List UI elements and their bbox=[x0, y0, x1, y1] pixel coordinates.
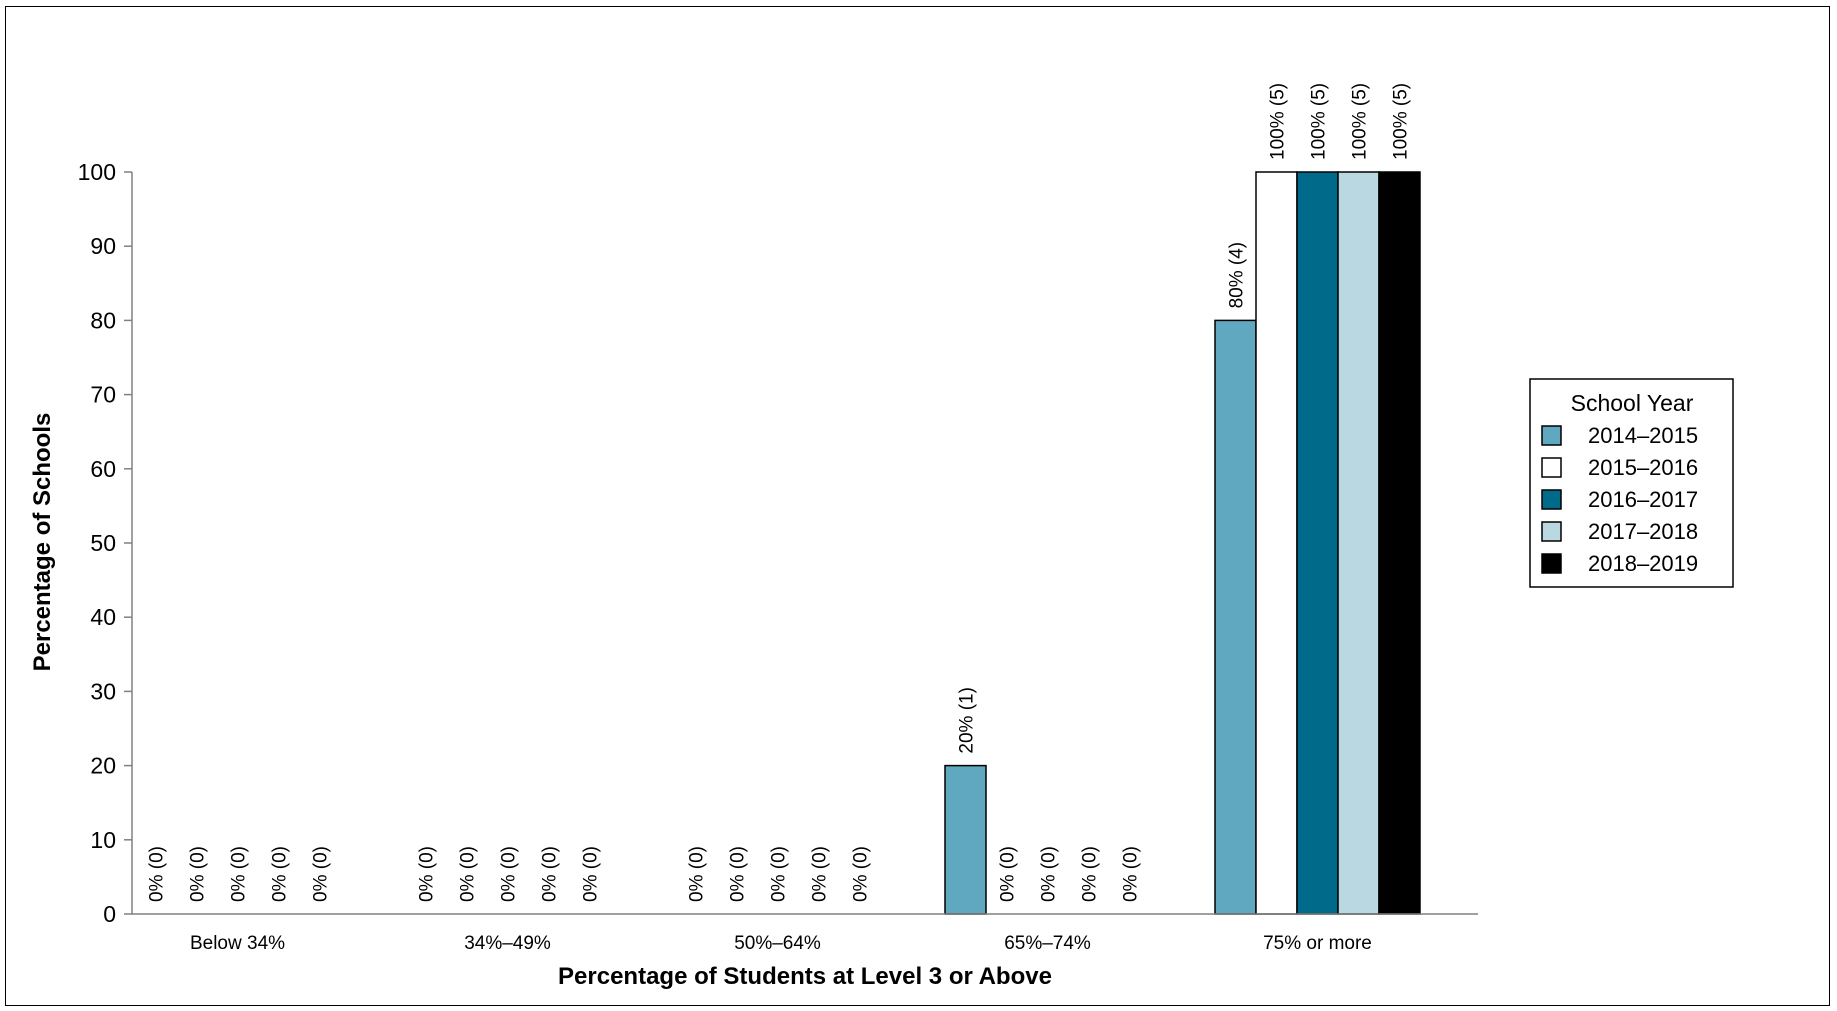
legend-items: 2014–2015 2015–2016 2016–2017 2017–2018 2018… bbox=[1541, 423, 1698, 576]
legend-swatch bbox=[1541, 425, 1562, 446]
x-tick-label: 50%–64% bbox=[734, 933, 821, 954]
data-label: 0% (0) bbox=[851, 846, 872, 902]
y-tick-label: 50 bbox=[90, 530, 116, 556]
data-label: 0% (0) bbox=[1121, 846, 1142, 902]
legend-swatch bbox=[1541, 489, 1562, 510]
data-label: 0% (0) bbox=[581, 846, 602, 902]
x-axis-title: Percentage of Students at Level 3 or Abo… bbox=[558, 963, 1052, 990]
data-label: 0% (0) bbox=[458, 846, 479, 902]
legend-box bbox=[1529, 378, 1734, 588]
data-label: 100% (5) bbox=[1268, 83, 1289, 160]
data-label: 0% (0) bbox=[417, 846, 438, 902]
x-axis: Below 34% 34%–49% 50%–64% 65%–74% 75% or mor… bbox=[190, 933, 1372, 954]
data-label: 0% (0) bbox=[998, 846, 1019, 902]
data-label: 0% (0) bbox=[270, 846, 291, 902]
data-labels: 0% (0) 0% (0) 0% (0) 0% (0) 0% (0) 0% (0) 0% (… bbox=[147, 83, 1412, 902]
bar bbox=[1214, 319, 1257, 915]
data-label: 100% (5) bbox=[1350, 83, 1371, 160]
axes bbox=[131, 172, 1478, 915]
bar bbox=[1296, 171, 1339, 915]
chart-frame bbox=[5, 6, 1830, 1006]
data-label: 0% (0) bbox=[499, 846, 520, 902]
y-tick-label: 10 bbox=[90, 827, 116, 853]
data-label: 0% (0) bbox=[147, 846, 168, 902]
x-tick-label: 65%–74% bbox=[1004, 933, 1091, 954]
y-tick-label: 90 bbox=[90, 233, 116, 259]
legend-label: 2018–2019 bbox=[1588, 551, 1698, 576]
y-tick-label: 20 bbox=[90, 753, 116, 779]
x-tick-label: 75% or more bbox=[1263, 933, 1372, 954]
legend-label: 2017–2018 bbox=[1588, 519, 1698, 544]
y-tick-label: 80 bbox=[90, 307, 116, 333]
data-label: 80% (4) bbox=[1227, 242, 1248, 309]
bar bbox=[944, 764, 987, 915]
x-tick-label: 34%–49% bbox=[464, 933, 551, 954]
data-label: 0% (0) bbox=[687, 846, 708, 902]
y-tick-label: 0 bbox=[103, 901, 116, 927]
data-label: 20% (1) bbox=[957, 687, 978, 754]
y-tick-label: 30 bbox=[90, 678, 116, 704]
legend-label: 2016–2017 bbox=[1588, 487, 1698, 512]
data-label: 0% (0) bbox=[188, 846, 209, 902]
legend: School Year 2014–20152015–20162016–20172… bbox=[1529, 378, 1734, 588]
data-label: 0% (0) bbox=[769, 846, 790, 902]
data-label: 0% (0) bbox=[540, 846, 561, 902]
y-tick-label: 40 bbox=[90, 604, 116, 630]
y-axis: 0 10 20 30 40 50 60 70 80 90 100 bbox=[78, 159, 132, 927]
data-label: 100% (5) bbox=[1391, 83, 1412, 160]
data-label: 0% (0) bbox=[810, 846, 831, 902]
y-axis-title: Percentage of Schools bbox=[29, 413, 56, 672]
bar bbox=[1378, 171, 1421, 915]
legend-label: 2014–2015 bbox=[1588, 423, 1698, 448]
bars bbox=[944, 171, 1421, 915]
data-label: 0% (0) bbox=[1080, 846, 1101, 902]
bar bbox=[1255, 171, 1298, 915]
y-tick-label: 70 bbox=[90, 382, 116, 408]
bar bbox=[1337, 171, 1380, 915]
data-label: 0% (0) bbox=[229, 846, 250, 902]
x-tick-label: Below 34% bbox=[190, 933, 285, 954]
data-label: 0% (0) bbox=[1039, 846, 1060, 902]
legend-swatch bbox=[1541, 457, 1562, 478]
data-label: 0% (0) bbox=[728, 846, 749, 902]
data-label: 100% (5) bbox=[1309, 83, 1330, 160]
y-tick-label: 60 bbox=[90, 456, 116, 482]
legend-swatch bbox=[1541, 521, 1562, 542]
legend-title: School Year bbox=[1571, 390, 1694, 416]
data-label: 0% (0) bbox=[311, 846, 332, 902]
y-tick-label: 100 bbox=[78, 159, 116, 185]
legend-label: 2015–2016 bbox=[1588, 455, 1698, 480]
legend-swatch bbox=[1541, 553, 1562, 574]
